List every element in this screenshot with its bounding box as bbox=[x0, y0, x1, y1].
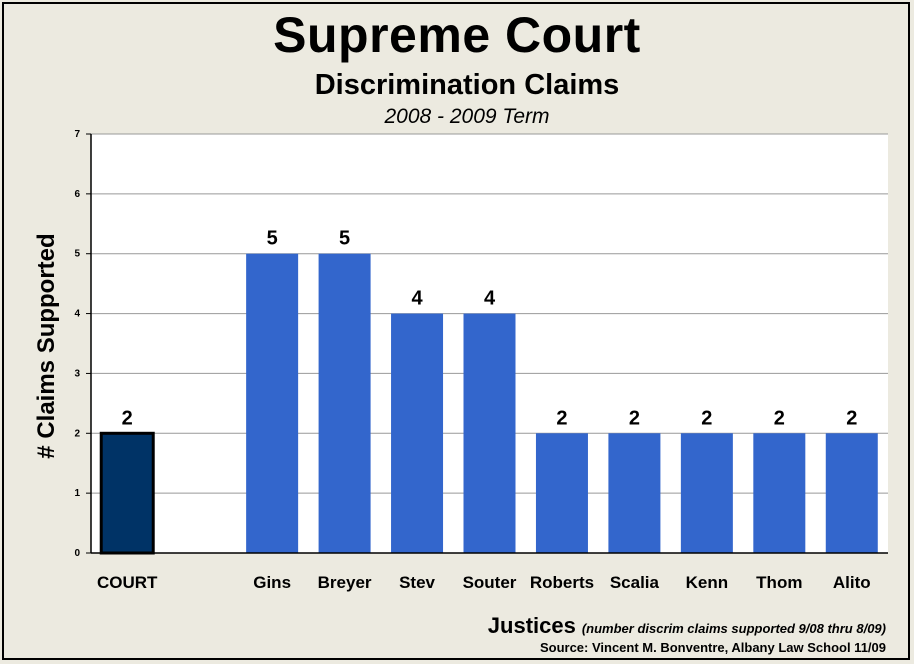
data-label: 2 bbox=[629, 407, 640, 429]
bar-roberts bbox=[535, 433, 588, 553]
x-tick-label: Stev bbox=[399, 573, 435, 592]
x-tick-label: Kenn bbox=[686, 573, 729, 592]
x-tick-label: Roberts bbox=[530, 573, 594, 592]
bar-breyer bbox=[318, 253, 371, 553]
x-tick-label: Scalia bbox=[610, 573, 660, 592]
y-tick-label: 3 bbox=[74, 368, 80, 379]
bar-kenn bbox=[680, 433, 733, 553]
bar-gins bbox=[246, 253, 299, 553]
data-label: 2 bbox=[774, 407, 785, 429]
bar-alito bbox=[825, 433, 878, 553]
axes bbox=[90, 134, 888, 554]
chart-title: Supreme Court bbox=[273, 7, 641, 63]
x-tick-label: Souter bbox=[463, 573, 517, 592]
x-tick-label: Breyer bbox=[318, 573, 372, 592]
bar-thom bbox=[753, 433, 806, 553]
x-tick-label: Alito bbox=[833, 573, 871, 592]
source-note: Source: Vincent M. Bonventre, Albany Law… bbox=[539, 640, 886, 655]
data-label: 2 bbox=[556, 407, 567, 429]
data-label: 2 bbox=[122, 407, 133, 429]
data-label: 2 bbox=[846, 407, 857, 429]
y-tick-label: 7 bbox=[74, 129, 80, 140]
chart-term: 2008 - 2009 Term bbox=[384, 105, 550, 128]
data-label: 5 bbox=[267, 228, 278, 250]
y-tick-label: 1 bbox=[74, 488, 80, 499]
x-axis-note: (number discrim claims supported 9/08 th… bbox=[581, 621, 886, 636]
data-label: 4 bbox=[484, 288, 496, 310]
x-axis-title: Justices (number discrim claims supported… bbox=[488, 613, 886, 639]
y-tick-label: 4 bbox=[74, 309, 80, 320]
y-tick-label: 6 bbox=[74, 189, 80, 200]
bars bbox=[99, 253, 878, 555]
data-label: 2 bbox=[701, 407, 712, 429]
chart-subtitle: Discrimination Claims bbox=[314, 69, 620, 101]
x-tick-labels: COURT Gins Breyer Stev Souter Roberts Scalia Ke… bbox=[97, 573, 871, 592]
y-tick-label: 0 bbox=[74, 548, 80, 559]
data-label: 4 bbox=[411, 288, 423, 310]
x-tick-label: Thom bbox=[756, 573, 802, 592]
data-label: 5 bbox=[339, 228, 350, 250]
x-tick-label: COURT bbox=[97, 573, 158, 592]
x-axis-label: Justices bbox=[487, 613, 576, 638]
y-tick-label: 2 bbox=[74, 428, 80, 439]
bar-stev bbox=[391, 313, 444, 553]
data-labels: 2 5 5 4 4 2 2 2 2 2 bbox=[122, 228, 858, 430]
x-tick-label: Gins bbox=[253, 573, 291, 592]
bar-scalia bbox=[608, 433, 661, 553]
bar-souter bbox=[463, 313, 516, 553]
bar-court bbox=[99, 431, 155, 555]
y-tick-label: 5 bbox=[74, 249, 80, 260]
y-ticks: 0 1 2 3 4 5 6 7 bbox=[74, 129, 91, 559]
